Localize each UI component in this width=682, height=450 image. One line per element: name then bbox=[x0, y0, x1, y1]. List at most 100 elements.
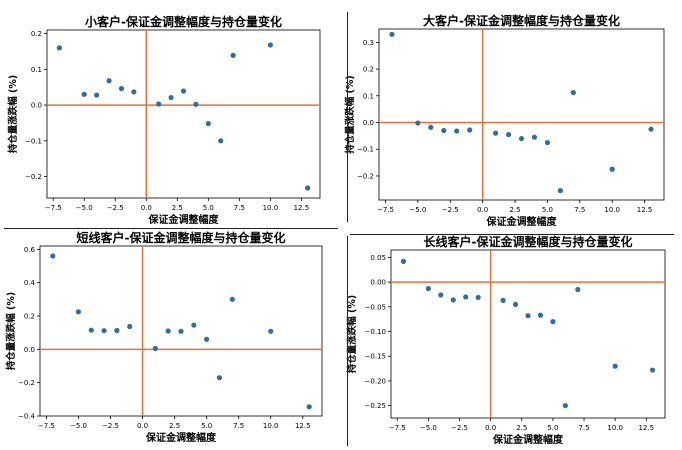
plot-frame bbox=[39, 245, 323, 417]
x-tick-label: −2.5 bbox=[451, 424, 468, 432]
y-tick-label: 0.0 bbox=[31, 102, 42, 110]
data-point bbox=[467, 127, 473, 133]
data-point bbox=[306, 404, 312, 410]
data-point bbox=[415, 120, 421, 126]
data-point bbox=[168, 94, 174, 101]
x-tick-label: −7.5 bbox=[38, 422, 55, 430]
x-tick-label: −5.0 bbox=[409, 206, 426, 214]
data-point bbox=[165, 328, 171, 334]
plot-frame bbox=[378, 28, 665, 201]
data-point bbox=[56, 45, 63, 51]
x-tick-label: −2.5 bbox=[102, 422, 119, 430]
x-tick-label: 5.0 bbox=[547, 424, 558, 432]
data-point bbox=[454, 128, 460, 134]
y-tick-label: −0.25 bbox=[365, 402, 386, 410]
y-tick-label: −0.4 bbox=[18, 413, 36, 421]
data-point bbox=[475, 294, 481, 301]
y-tick-label: −0.20 bbox=[365, 377, 386, 385]
chart-title: 长线客户-保证金调整幅度与持仓量变化 bbox=[424, 234, 633, 249]
chart-panel-3: 短线客户-保证金调整幅度与持仓量变化 −7.5 −5.0 −2.5 0.0 2.5 5.0 7… bbox=[5, 230, 323, 444]
y-tick-label: −0.2 bbox=[357, 172, 374, 180]
data-point bbox=[648, 126, 654, 132]
chart-panel-1: 小客户-保证金调整幅度与持仓量变化 −7.5 −5.0 −2.5 0.0 2.5 5.0 7.… bbox=[7, 14, 321, 226]
data-point bbox=[438, 292, 444, 298]
data-point bbox=[268, 328, 274, 334]
data-point bbox=[180, 88, 187, 94]
data-point bbox=[425, 285, 431, 292]
y-tick-label: −0.15 bbox=[365, 353, 386, 361]
data-point bbox=[118, 86, 125, 92]
y-tick-label: −0.1 bbox=[357, 146, 374, 154]
data-point bbox=[50, 253, 56, 259]
y-tick-label: −0.2 bbox=[18, 379, 35, 387]
data-point bbox=[389, 31, 395, 37]
y-axis-label: 持仓量涨跌幅 (%) bbox=[7, 75, 19, 154]
data-point bbox=[152, 345, 158, 352]
y-axis-label: 持仓量涨跌幅 (%) bbox=[344, 75, 356, 154]
data-point bbox=[230, 52, 236, 58]
x-tick-label: −7.5 bbox=[45, 204, 62, 212]
y-tick-label: 0.0 bbox=[24, 346, 35, 354]
x-tick-label: 5.0 bbox=[542, 206, 553, 214]
x-tick-label: 2.5 bbox=[169, 422, 180, 430]
data-point bbox=[106, 78, 112, 84]
data-point bbox=[114, 327, 120, 334]
x-tick-label: 7.5 bbox=[233, 422, 244, 430]
x-tick-label: 7.5 bbox=[234, 204, 245, 212]
data-point bbox=[531, 134, 538, 140]
data-point bbox=[428, 124, 434, 130]
x-tick-label: 0.0 bbox=[477, 206, 488, 214]
x-tick-label: 12.5 bbox=[637, 206, 653, 214]
x-tick-label: −2.5 bbox=[107, 204, 124, 212]
data-point bbox=[544, 139, 551, 146]
chart-title: 短线客户-保证金调整幅度与持仓量变化 bbox=[77, 230, 286, 245]
y-tick-label: 0.2 bbox=[31, 30, 42, 38]
x-axis-label: 保证金调整幅度 bbox=[486, 215, 558, 228]
x-tick-label: 7.5 bbox=[578, 424, 589, 432]
y-tick-label: 0.1 bbox=[363, 92, 374, 100]
chart-panel-2: 大客户-保证金调整幅度与持仓量变化 −7.5 −5.0 −2.5 0.0 2.5 5.0 7.… bbox=[344, 13, 665, 228]
data-point bbox=[127, 323, 133, 330]
x-tick-label: 10.0 bbox=[263, 422, 279, 430]
y-tick-label: 0.2 bbox=[363, 66, 374, 74]
data-point bbox=[537, 312, 544, 318]
chart-title: 大客户-保证金调整幅度与持仓量变化 bbox=[423, 13, 620, 28]
x-tick-label: 2.5 bbox=[516, 424, 527, 432]
data-point bbox=[450, 297, 456, 303]
panel-divider-vertical-top bbox=[347, 12, 348, 222]
data-point bbox=[612, 363, 618, 369]
x-tick-label: 0.0 bbox=[485, 424, 496, 432]
data-point bbox=[500, 297, 506, 303]
panel-divider-vertical-bottom bbox=[347, 236, 348, 446]
data-point bbox=[512, 301, 519, 307]
x-tick-label: −5.0 bbox=[70, 422, 87, 430]
x-tick-label: 0.0 bbox=[137, 422, 148, 430]
x-tick-label: 5.0 bbox=[201, 422, 212, 430]
data-point bbox=[441, 127, 447, 134]
y-tick-label: 0.1 bbox=[31, 66, 42, 74]
plot-frame bbox=[390, 249, 666, 419]
data-point bbox=[229, 296, 235, 302]
data-point bbox=[191, 322, 197, 328]
data-point bbox=[570, 89, 576, 96]
data-point bbox=[267, 42, 273, 48]
data-point bbox=[649, 367, 656, 373]
y-tick-label: 0.05 bbox=[370, 254, 386, 262]
x-tick-label: 12.5 bbox=[294, 204, 310, 212]
panel-divider-horizontal-right bbox=[350, 234, 674, 235]
y-axis-label: 持仓量涨跌幅 (%) bbox=[5, 292, 17, 371]
data-point bbox=[463, 294, 469, 300]
data-point bbox=[557, 188, 563, 194]
x-tick-label: −5.0 bbox=[420, 424, 437, 432]
panel-divider-horizontal-left bbox=[4, 228, 338, 229]
y-tick-label: −0.05 bbox=[365, 303, 386, 311]
y-tick-label: 0.6 bbox=[24, 246, 36, 254]
y-axis-label: 持仓量涨跌幅 (%) bbox=[346, 295, 358, 374]
chart-title: 小客户-保证金调整幅度与持仓量变化 bbox=[85, 14, 282, 29]
x-axis-label: 保证金调整幅度 bbox=[492, 433, 564, 446]
y-tick-label: 0.00 bbox=[370, 279, 386, 287]
y-tick-label: −0.2 bbox=[25, 173, 42, 181]
x-tick-label: −2.5 bbox=[442, 206, 459, 214]
data-point bbox=[216, 375, 223, 381]
